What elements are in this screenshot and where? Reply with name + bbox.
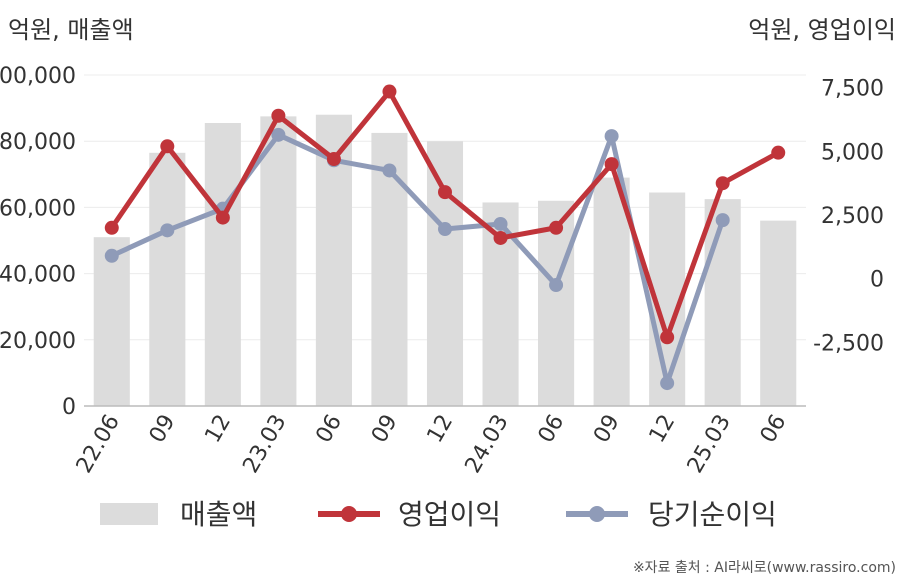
x-axis-tick-label: 06 (311, 411, 347, 448)
data-point (493, 216, 508, 231)
series-operating-income (104, 84, 786, 345)
data-point (660, 330, 675, 345)
bar (93, 237, 130, 406)
data-point (771, 145, 786, 160)
data-point (382, 84, 397, 99)
right-axis-tick-label: 0 (870, 268, 884, 293)
x-axis-tick-label: 06 (534, 411, 570, 448)
left-axis-tick-label: 100,000 (0, 64, 76, 89)
legend-label: 당기순이익 (648, 498, 777, 531)
source-footer: ※자료 출처 : AI라씨로(www.rassiro.com) (633, 560, 896, 576)
data-point (215, 210, 230, 225)
data-point (660, 376, 675, 391)
left-axis-tick-label: 80,000 (0, 130, 76, 155)
bar (371, 132, 408, 407)
legend-swatch-marker (589, 506, 605, 522)
right-axis-tick-label: -2,500 (813, 331, 884, 356)
series-net-income (104, 127, 730, 391)
data-point (104, 248, 119, 263)
x-axis-tick-label: 12 (645, 411, 681, 448)
data-point (438, 222, 452, 237)
right-axis-unit-label: 억원, 영업이익 (748, 16, 896, 44)
x-axis-tick-label: 12 (200, 411, 236, 448)
legend-swatch-bar (100, 503, 158, 525)
legend-swatch-marker (341, 506, 357, 522)
legend: 매출액 영업이익 당기순이익 (100, 498, 777, 531)
line-series (104, 84, 786, 391)
left-axis-tick-label: 0 (62, 395, 76, 420)
data-point (549, 278, 564, 293)
data-point (604, 157, 619, 172)
x-axis-tick-label: 25.03 (683, 411, 736, 478)
x-axis-ticks: 22.06 09 12 23.03 06 09 12 24.03 06 09 12 25.03 06 (72, 411, 792, 478)
x-axis-tick-label: 22.06 (72, 411, 125, 478)
x-axis-tick-label: 09 (367, 411, 403, 448)
left-axis-unit-label: 억원, 매출액 (8, 16, 134, 44)
x-axis-tick-label: 06 (756, 411, 792, 448)
data-point (160, 139, 175, 154)
right-axis-tick-label: 7,500 (821, 77, 884, 102)
x-axis-tick-label: 23.03 (238, 411, 291, 478)
data-point (104, 220, 119, 235)
left-axis-tick-label: 20,000 (0, 329, 76, 354)
data-point (271, 108, 286, 123)
x-axis-tick-label: 09 (589, 411, 625, 448)
bar (538, 200, 575, 406)
legend-label: 영업이익 (398, 498, 501, 531)
right-axis-tick-label: 5,000 (821, 140, 884, 165)
x-axis-tick-label: 09 (145, 411, 181, 448)
data-point (160, 223, 175, 238)
bar (760, 220, 797, 406)
data-point (715, 213, 730, 228)
bar (204, 122, 241, 407)
bar (593, 177, 630, 406)
data-point (326, 152, 341, 167)
series-line (110, 132, 726, 386)
x-axis-tick-label: 24.03 (461, 411, 514, 478)
data-point (604, 129, 619, 144)
left-axis-tick-label: 40,000 (0, 263, 76, 288)
right-axis-tick-label: 2,500 (821, 204, 884, 229)
bar (426, 141, 464, 406)
data-point (438, 185, 452, 200)
bar (704, 199, 741, 406)
data-point (715, 176, 730, 191)
data-point (549, 220, 564, 235)
x-axis-tick-label: 12 (423, 411, 459, 448)
bars-series (93, 114, 797, 407)
left-axis-ticks: 0 20,000 40,000 60,000 80,000 100,000 (0, 64, 76, 420)
data-point (271, 127, 286, 142)
bar (260, 116, 297, 406)
right-axis-ticks: -2,500 0 2,500 5,000 7,500 (813, 77, 884, 357)
data-point (382, 163, 397, 178)
data-point (493, 230, 508, 245)
bar (149, 152, 186, 406)
left-axis-tick-label: 60,000 (0, 196, 76, 221)
legend-label: 매출액 (180, 498, 257, 531)
